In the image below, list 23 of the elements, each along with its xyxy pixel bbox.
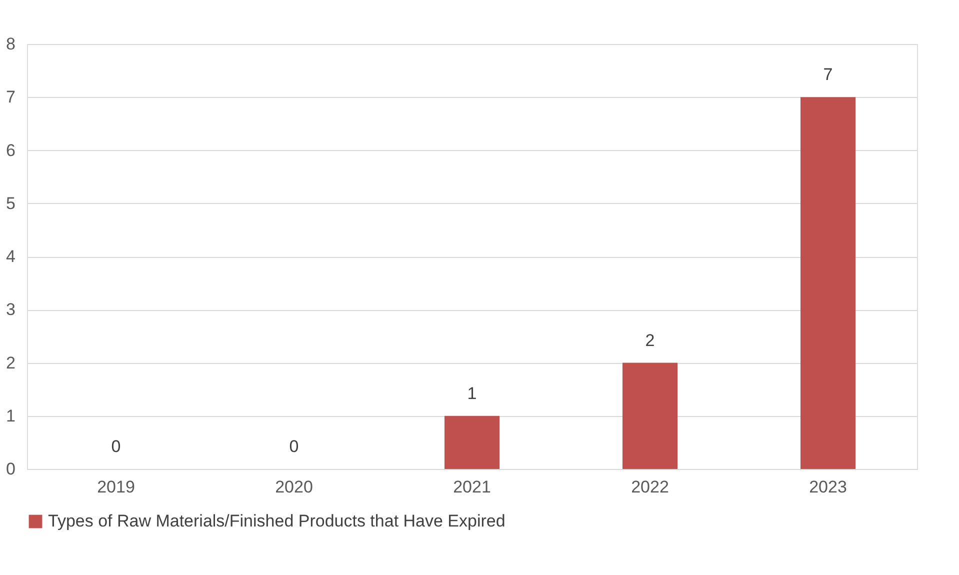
y-tick-label: 7 xyxy=(6,88,16,107)
data-label: 1 xyxy=(467,384,477,403)
y-tick-label: 1 xyxy=(6,406,16,426)
x-tick-label: 2019 xyxy=(97,478,135,496)
y-tick-label: 2 xyxy=(6,353,16,372)
legend-label: Types of Raw Materials/Finished Products that Have Expired xyxy=(48,512,506,530)
y-tick-label: 8 xyxy=(6,34,16,54)
bar xyxy=(800,97,856,469)
data-label: 0 xyxy=(111,437,121,456)
bar xyxy=(444,416,500,469)
y-tick-label: 6 xyxy=(6,140,16,160)
y-tick-label: 3 xyxy=(6,300,16,320)
data-label: 0 xyxy=(289,437,299,456)
y-tick-label: 4 xyxy=(6,247,16,266)
y-tick-label: 0 xyxy=(6,460,16,478)
data-label: 2 xyxy=(645,330,655,350)
y-tick-label: 5 xyxy=(6,194,16,213)
bar xyxy=(622,362,678,469)
x-tick-label: 2021 xyxy=(453,478,491,496)
x-tick-label: 2023 xyxy=(809,478,847,496)
x-tick-label: 2022 xyxy=(631,478,669,496)
x-tick-label: 2020 xyxy=(275,478,313,496)
data-label: 7 xyxy=(823,65,833,84)
